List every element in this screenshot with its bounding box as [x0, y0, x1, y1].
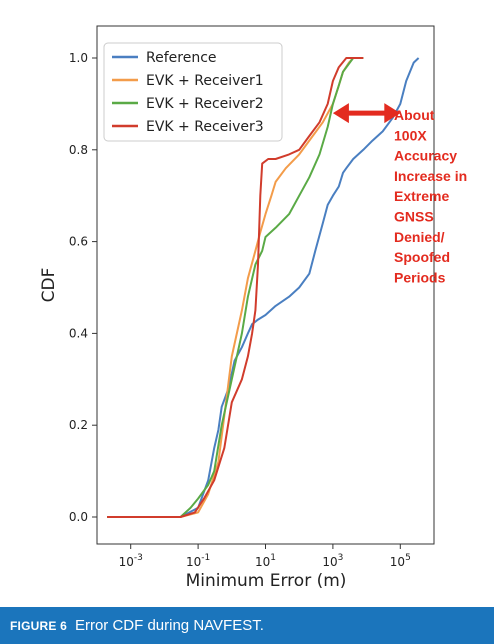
annotation-text-line: Increase in: [394, 168, 467, 184]
y-tick-label: 0.8: [69, 143, 88, 157]
series-line-evk-receiver3: [107, 57, 364, 518]
legend-box: [103, 42, 283, 142]
annotation-text-line: 100X: [394, 127, 427, 143]
legend-label: EVK + Receiver2: [146, 96, 264, 112]
y-tick-label: 0.2: [69, 418, 88, 432]
y-tick-label: 1.0: [69, 51, 88, 65]
annotation-text-line: Periods: [394, 269, 446, 285]
legend-label: EVK + Receiver1: [146, 73, 264, 89]
x-tick-label: 105: [390, 553, 411, 569]
figure-caption: Error CDF during NAVFEST.: [74, 617, 264, 634]
annotation-text-line: Extreme: [394, 188, 449, 204]
annotation: About 100X Accuracy Increase in Extreme GNSS D…: [332, 103, 467, 285]
x-axis-title: Minimum Error (m): [186, 571, 347, 591]
annotation-arrowhead-left: [332, 103, 349, 124]
x-tick-label: 103: [322, 553, 343, 569]
annotation-arrowhead-right: [384, 103, 401, 124]
y-axis-title: CDF: [39, 268, 59, 303]
y-tick-label: 0.0: [69, 510, 88, 524]
annotation-text-line: Denied/: [394, 229, 445, 245]
series-line-evk-receiver2: [107, 57, 364, 518]
legend-label: Reference: [146, 50, 217, 66]
x-tick-label: 101: [255, 553, 276, 569]
x-tick-label: 10-1: [186, 553, 210, 569]
annotation-text-line: Accuracy: [394, 148, 457, 164]
annotation-text-line: Spoofed: [394, 249, 450, 265]
x-tick-label: 10-3: [119, 553, 143, 569]
y-tick-label: 0.4: [69, 326, 88, 340]
figure-label: FIGURE 6: [10, 618, 67, 633]
caption-bar: FIGURE 6 Error CDF during NAVFEST.: [0, 607, 494, 644]
y-tick-label: 0.6: [69, 235, 88, 249]
series-lines: [107, 57, 420, 518]
annotation-text-line: GNSS: [394, 209, 434, 225]
annotation-text-line: About: [394, 107, 435, 123]
x-axis: 10-3 10-1 101 103 105: [119, 544, 411, 569]
y-axis: 0.0 0.2 0.4 0.6 0.8 1.0: [69, 51, 97, 524]
series-line-reference: [107, 57, 420, 518]
legend-label: EVK + Receiver3: [146, 119, 264, 135]
legend: Reference EVK + Receiver1 EVK + Receiver2 E…: [103, 42, 283, 142]
cdf-chart: 10-3 10-1 101 103 105 0.0 0.2 0.4 0.6 0.8 1.0 Min…: [39, 25, 467, 591]
